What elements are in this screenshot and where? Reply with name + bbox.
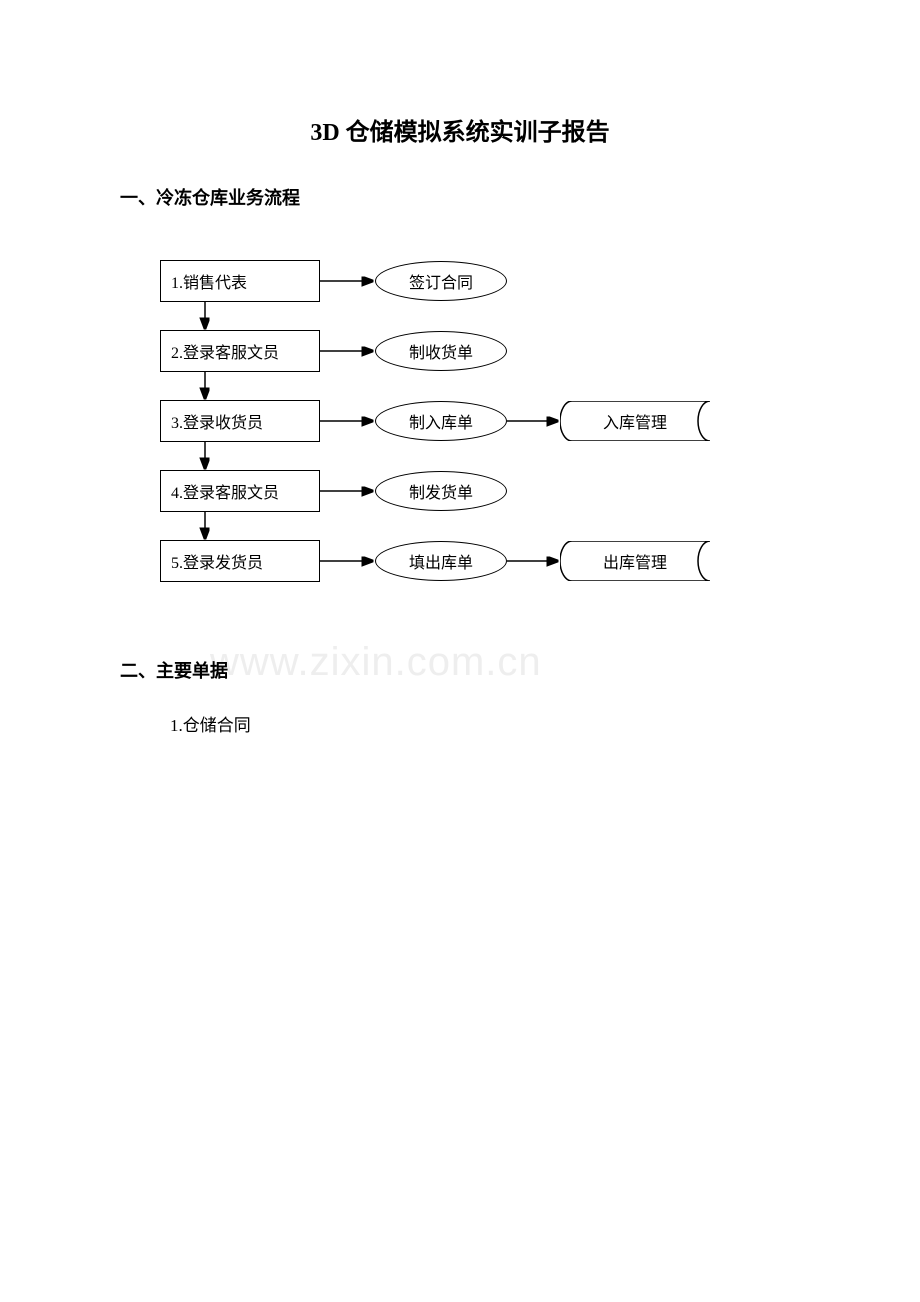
node-label: 5.登录发货员 [171, 549, 263, 573]
page-title: 3D 仓储模拟系统实训子报告 [0, 112, 920, 147]
node-make-shipment: 制发货单 [375, 471, 507, 511]
sub-item-1: 1.仓储合同 [170, 711, 251, 736]
node-label: 3.登录收货员 [171, 409, 263, 433]
node-label: 出库管理 [603, 549, 667, 573]
section-2-header: 二、主要单据 [120, 657, 228, 683]
node-label: 制发货单 [409, 479, 473, 503]
node-label: 制收货单 [409, 339, 473, 363]
node-sign-contract: 签订合同 [375, 261, 507, 301]
node-make-inbound: 制入库单 [375, 401, 507, 441]
node-login-receiver: 3.登录收货员 [160, 400, 320, 442]
watermark: www.zixin.com.cn [210, 640, 542, 685]
node-sales-rep: 1.销售代表 [160, 260, 320, 302]
node-make-receipt: 制收货单 [375, 331, 507, 371]
node-label: 制入库单 [409, 409, 473, 433]
section-1-header: 一、冷冻仓库业务流程 [120, 184, 300, 210]
node-inbound-mgmt: 入库管理 [560, 401, 710, 441]
node-login-cs-clerk-1: 2.登录客服文员 [160, 330, 320, 372]
node-label: 入库管理 [603, 409, 667, 433]
node-label: 填出库单 [409, 549, 473, 573]
node-login-shipper: 5.登录发货员 [160, 540, 320, 582]
node-label: 4.登录客服文员 [171, 479, 279, 503]
node-fill-outbound: 填出库单 [375, 541, 507, 581]
node-outbound-mgmt: 出库管理 [560, 541, 710, 581]
node-label: 1.销售代表 [171, 269, 247, 293]
node-label: 2.登录客服文员 [171, 339, 279, 363]
node-label: 签订合同 [409, 269, 473, 293]
node-login-cs-clerk-2: 4.登录客服文员 [160, 470, 320, 512]
